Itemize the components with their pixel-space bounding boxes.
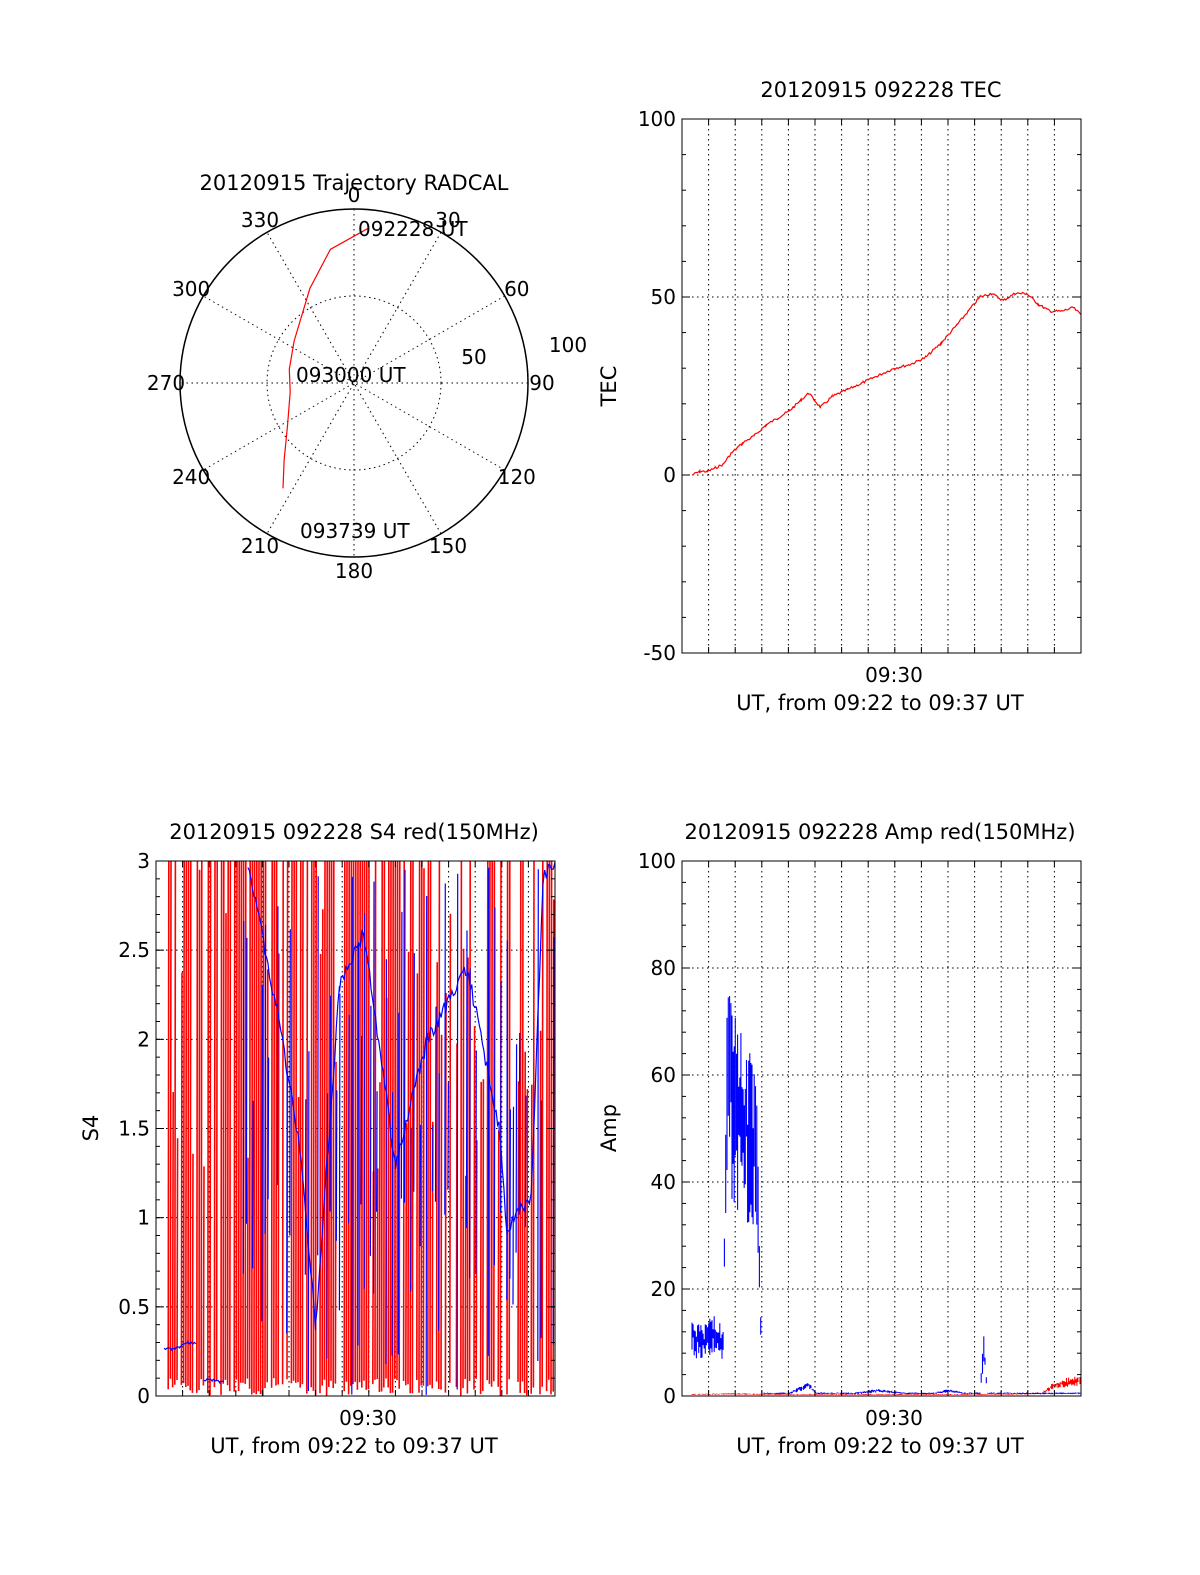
polar-annotation-1: 093000 UT [296, 363, 406, 387]
polar-annotations: 092228 UT 093000 UT 093739 UT [296, 217, 468, 543]
amp-title: 20120915 092228 Amp red(150MHz) [684, 820, 1075, 844]
amp-xtick-0930: 09:30 [865, 1406, 923, 1430]
polar-az-label-0: 0 [348, 183, 361, 207]
amp-grid [682, 861, 1081, 1396]
polar-az-label-300: 300 [172, 277, 210, 301]
s4-ylabel: S4 [79, 1115, 103, 1142]
s4-chart: 20120915 092228 S4 red(150MHz) 3 2.5 2 1.5 1… [79, 820, 556, 1458]
amp-tick-labels: 100 80 60 40 20 0 [638, 849, 1081, 1408]
tec-xlabel: UT, from 09:22 to 09:37 UT [736, 691, 1024, 715]
tec-frame [681, 118, 1082, 654]
tec-grid [682, 119, 1081, 653]
s4-ytick-1: 2.5 [118, 938, 150, 962]
s4-ytick-2: 2 [137, 1027, 150, 1051]
tec-ytick-3: -50 [643, 641, 676, 665]
s4-xlabel: UT, from 09:22 to 09:37 UT [210, 1434, 498, 1458]
tec-ylabel: TEC [597, 366, 621, 408]
amp-chart: 20120915 092228 Amp red(150MHz) 100 80 60 4… [597, 820, 1082, 1458]
s4-series-blue [163, 861, 556, 1395]
polar-grid [179, 208, 529, 558]
trajectory-line [282, 228, 368, 489]
amp-ytick-3: 40 [651, 1170, 676, 1194]
s4-ytick-4: 1 [137, 1206, 150, 1230]
polar-az-label-150: 150 [429, 534, 467, 558]
s4-tick-labels: 3 2.5 2 1.5 1 0.5 0 [118, 849, 555, 1408]
tec-tick-labels: 100 50 0 -50 [638, 107, 1081, 665]
amp-ytick-0: 100 [638, 849, 676, 873]
s4-ytick-3: 1.5 [118, 1117, 150, 1141]
amp-frame [681, 860, 1082, 1397]
polar-radial-labels: 50 100 [461, 333, 587, 369]
s4-title: 20120915 092228 S4 red(150MHz) [169, 820, 539, 844]
polar-trajectory-chart: 20120915 Trajectory RADCAL 0 30 60 90 120 150… [147, 171, 587, 583]
polar-azimuth-labels: 0 30 60 90 120 150 180 210 240 270 300 330 [147, 183, 555, 583]
polar-spoke-150 [266, 232, 442, 534]
polar-az-label-120: 120 [498, 465, 536, 489]
polar-az-label-30: 30 [435, 208, 460, 232]
polar-az-label-60: 60 [504, 277, 529, 301]
tec-ytick-1: 50 [651, 285, 676, 309]
s4-ytick-0: 3 [137, 849, 150, 873]
s4-ytick-6: 0 [137, 1384, 150, 1408]
polar-az-label-210: 210 [241, 534, 279, 558]
amp-ytick-5: 0 [663, 1384, 676, 1408]
polar-spoke-30 [266, 232, 442, 534]
polar-annotation-0: 092228 UT [358, 217, 468, 241]
amp-xlabel: UT, from 09:22 to 09:37 UT [736, 1434, 1024, 1458]
tec-ytick-0: 100 [638, 107, 676, 131]
amp-ytick-4: 20 [651, 1277, 676, 1301]
polar-az-label-240: 240 [172, 465, 210, 489]
polar-az-label-330: 330 [241, 208, 279, 232]
polar-r-label-50: 50 [461, 345, 486, 369]
polar-r-label-100: 100 [549, 333, 587, 357]
amp-ytick-2: 60 [651, 1063, 676, 1087]
s4-blue-spikes [242, 867, 555, 1395]
s4-blue-segment-2 [247, 861, 556, 1331]
s4-xtick-0930: 09:30 [339, 1406, 397, 1430]
amp-ylabel: Amp [597, 1104, 621, 1152]
s4-blue-segment-1 [203, 1377, 224, 1385]
polar-title: 20120915 Trajectory RADCAL [200, 171, 509, 195]
tec-ytick-2: 0 [663, 463, 676, 487]
amp-series-blue [691, 996, 1081, 1395]
tec-title: 20120915 092228 TEC [760, 78, 1001, 102]
tec-xtick-0930: 09:30 [865, 663, 923, 687]
polar-annotation-2: 093739 UT [300, 519, 410, 543]
s4-blue-segment-0 [163, 1340, 197, 1353]
s4-ytick-5: 0.5 [118, 1295, 150, 1319]
polar-az-label-180: 180 [335, 559, 373, 583]
amp-series [691, 996, 1081, 1395]
tec-series-red [691, 291, 1082, 476]
amp-ytick-1: 80 [651, 956, 676, 980]
polar-az-label-270: 270 [147, 371, 185, 395]
polar-az-label-90: 90 [529, 371, 554, 395]
